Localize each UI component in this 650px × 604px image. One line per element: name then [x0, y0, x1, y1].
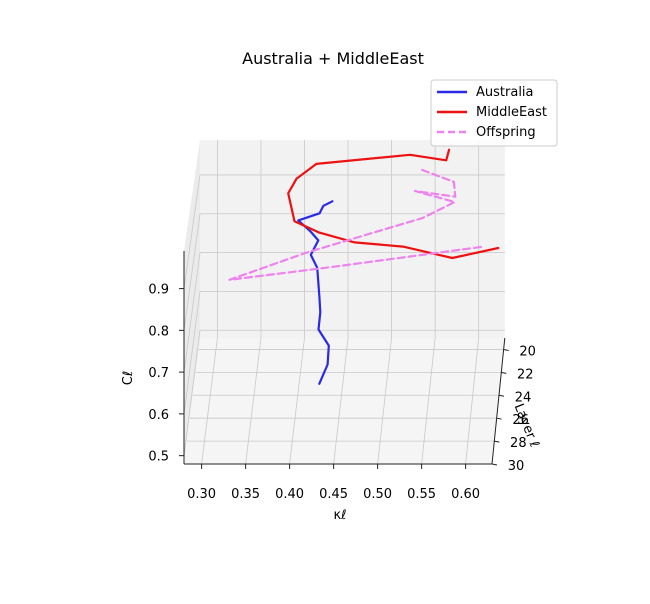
- plot-series: [228, 148, 500, 385]
- x-tick-label-1: 0.35: [231, 487, 260, 502]
- grid-floor-x-3: [333, 337, 349, 465]
- z-tick-label-0: 0.5: [148, 450, 169, 465]
- y-tick-mark-3: [496, 417, 502, 420]
- legend: Australia MiddleEast Offspring: [430, 79, 558, 147]
- tick-labels: 0.30 0.35 0.40 0.45 0.50 0.55 0.60 0.5 0.6 0.7 0.8…: [148, 283, 536, 502]
- x-axis-label: κℓ: [333, 508, 346, 523]
- back-pane: [200, 140, 505, 338]
- z-tick-label-4: 0.9: [148, 283, 169, 298]
- x-tick-label-0: 0.30: [187, 487, 216, 502]
- y-tick-label-3: 26: [512, 413, 529, 428]
- y-tick-label-5: 30: [508, 459, 525, 474]
- grid-left-z-0: [183, 330, 201, 456]
- y-tick-mark-5: [491, 463, 498, 466]
- y-tick-mark-4: [494, 440, 500, 443]
- chart-title: Australia + MiddleEast: [242, 49, 424, 68]
- x-tick-label-3: 0.45: [319, 487, 348, 502]
- grid-floor-x-5: [421, 337, 436, 465]
- z-axis-label: Cℓ: [121, 371, 136, 385]
- y-tick-label-2: 24: [515, 390, 532, 405]
- z-tick-label-3: 0.8: [148, 324, 169, 339]
- legend-label-australia: Australia: [476, 85, 534, 100]
- series-line-middleeast: [287, 148, 500, 260]
- axes-panes: [184, 140, 505, 464]
- y-tick-label-4: 28: [510, 436, 527, 451]
- grid-left-z-2: [183, 252, 201, 373]
- x-tick-label-4: 0.50: [363, 487, 392, 502]
- grid-left-z-4: [183, 174, 201, 289]
- legend-label-offspring: Offspring: [476, 125, 536, 140]
- axis-lines: [183, 251, 506, 465]
- grid-floor-x-2: [289, 337, 305, 465]
- legend-frame: [430, 79, 558, 147]
- grid-floor-x-4: [377, 337, 392, 465]
- x-tick-label-2: 0.40: [275, 487, 304, 502]
- x-tick-label-5: 0.55: [407, 487, 436, 502]
- grid-left-z-3: [183, 213, 201, 331]
- grid-left-z-1: [183, 291, 201, 414]
- z-tick-label-2: 0.7: [148, 366, 169, 381]
- y-axis-line: [491, 337, 506, 465]
- floor-pane: [184, 338, 505, 464]
- grid-floor-x-0: [201, 337, 218, 465]
- y-tick-mark-2: [498, 394, 505, 397]
- legend-label-middleeast: MiddleEast: [476, 105, 547, 120]
- y-tick-mark-1: [501, 371, 507, 374]
- series-line-offspring: [228, 168, 485, 281]
- y-tick-label-0: 20: [519, 344, 536, 359]
- grid-floor-x-6: [465, 337, 480, 465]
- y-tick-label-1: 22: [517, 367, 534, 382]
- y-tick-mark-0: [503, 348, 509, 351]
- x-tick-label-6: 0.60: [451, 487, 480, 502]
- z-tick-label-1: 0.6: [148, 408, 169, 423]
- grid-floor-x-1: [245, 337, 262, 465]
